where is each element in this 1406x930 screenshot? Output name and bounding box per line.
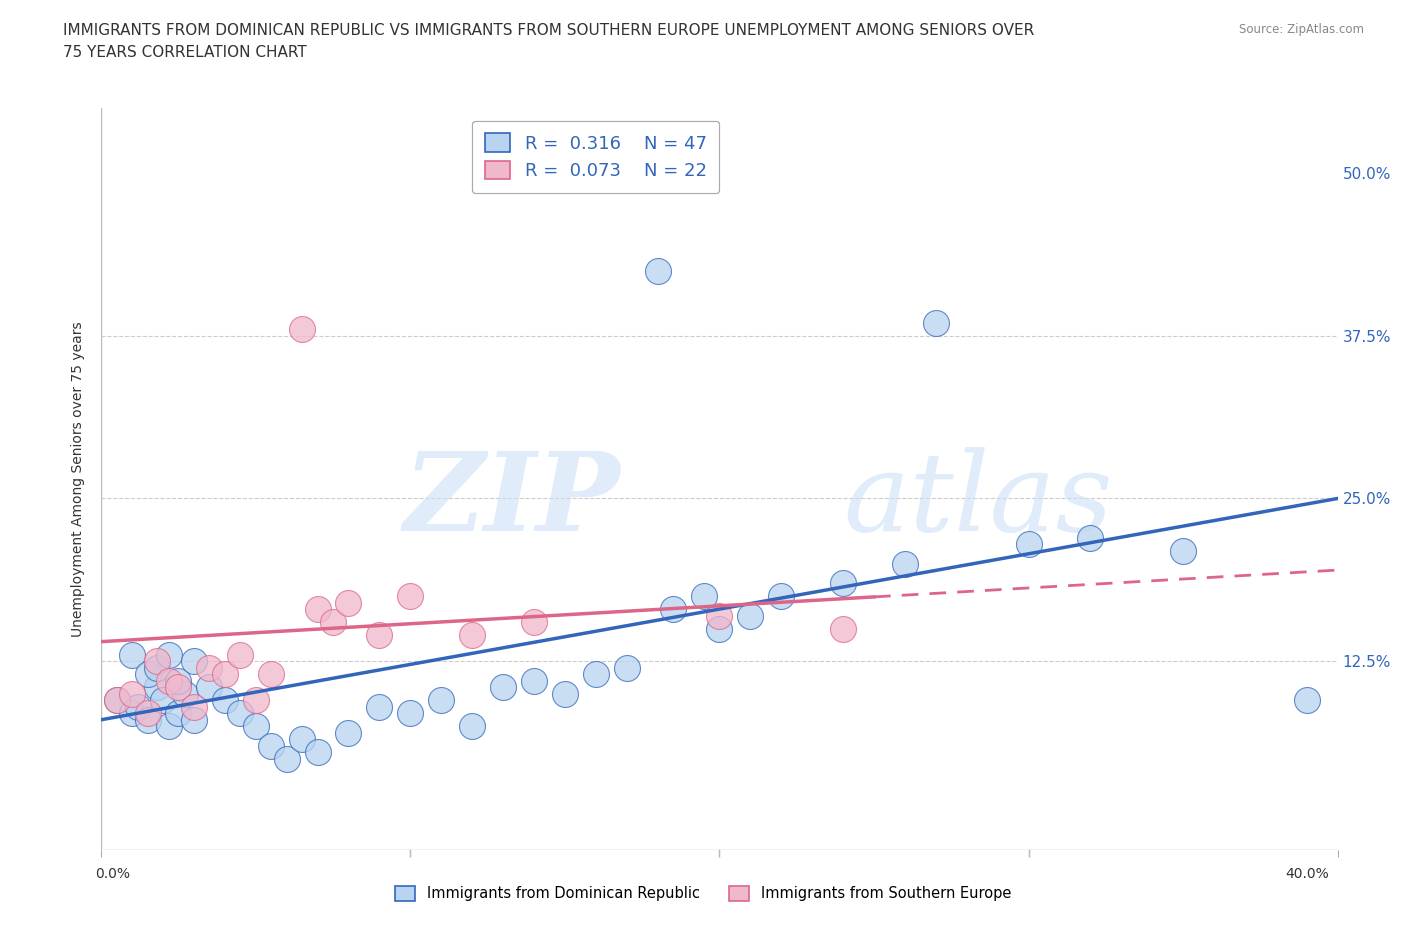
Point [229,706,252,721]
Point [173,686,195,701]
Point [1295,693,1317,708]
Point [461,628,484,643]
Y-axis label: Unemployment Among Seniors over 75 years: Unemployment Among Seniors over 75 years [72,321,86,637]
Point [368,699,391,714]
Point [925,315,948,330]
Text: IMMIGRANTS FROM DOMINICAN REPUBLIC VS IMMIGRANTS FROM SOUTHERN EUROPE UNEMPLOYME: IMMIGRANTS FROM DOMINICAN REPUBLIC VS IM… [63,23,1035,60]
Point [198,680,221,695]
Point [183,654,205,669]
Point [146,660,169,675]
Point [229,647,252,662]
Point [127,699,149,714]
Point [894,556,917,571]
Point [183,699,205,714]
Point [121,706,143,721]
Point [152,693,174,708]
Point [146,654,169,669]
Point [523,615,546,630]
Point [693,589,716,604]
Point [167,673,190,688]
Text: 40.0%: 40.0% [1285,867,1329,881]
Legend: Immigrants from Dominican Republic, Immigrants from Southern Europe: Immigrants from Dominican Republic, Immi… [388,879,1018,909]
Point [245,693,267,708]
Point [136,667,159,682]
Point [368,628,391,643]
Point [770,589,793,604]
Point [136,712,159,727]
Text: 0.0%: 0.0% [96,867,131,881]
Point [291,732,314,747]
Point [167,706,190,721]
Text: ZIP: ZIP [404,447,620,555]
Point [585,667,607,682]
Point [430,693,453,708]
Point [337,595,360,610]
Point [832,576,855,591]
Point [260,738,283,753]
Point [105,693,128,708]
Point [523,673,546,688]
Point [307,602,329,617]
Point [291,322,314,337]
Point [157,673,180,688]
Text: Source: ZipAtlas.com: Source: ZipAtlas.com [1239,23,1364,36]
Point [146,680,169,695]
Point [157,719,180,734]
Point [183,712,205,727]
Point [832,621,855,636]
Point [214,693,236,708]
Point [136,706,159,721]
Point [245,719,267,734]
Point [157,647,180,662]
Point [1080,530,1102,545]
Point [554,686,576,701]
Point [198,660,221,675]
Point [461,719,484,734]
Point [492,680,515,695]
Point [121,647,143,662]
Point [276,751,298,766]
Point [616,660,638,675]
Point [167,680,190,695]
Point [121,686,143,701]
Point [740,608,762,623]
Point [214,667,236,682]
Point [662,602,685,617]
Point [307,745,329,760]
Point [260,667,283,682]
Text: atlas: atlas [844,447,1112,555]
Point [105,693,128,708]
Point [399,589,422,604]
Point [709,608,731,623]
Point [322,615,344,630]
Point [399,706,422,721]
Point [709,621,731,636]
Legend: R =  0.316    N = 47, R =  0.073    N = 22: R = 0.316 N = 47, R = 0.073 N = 22 [472,121,720,193]
Point [647,263,669,278]
Point [1018,537,1040,551]
Point [337,725,360,740]
Point [1171,543,1194,558]
